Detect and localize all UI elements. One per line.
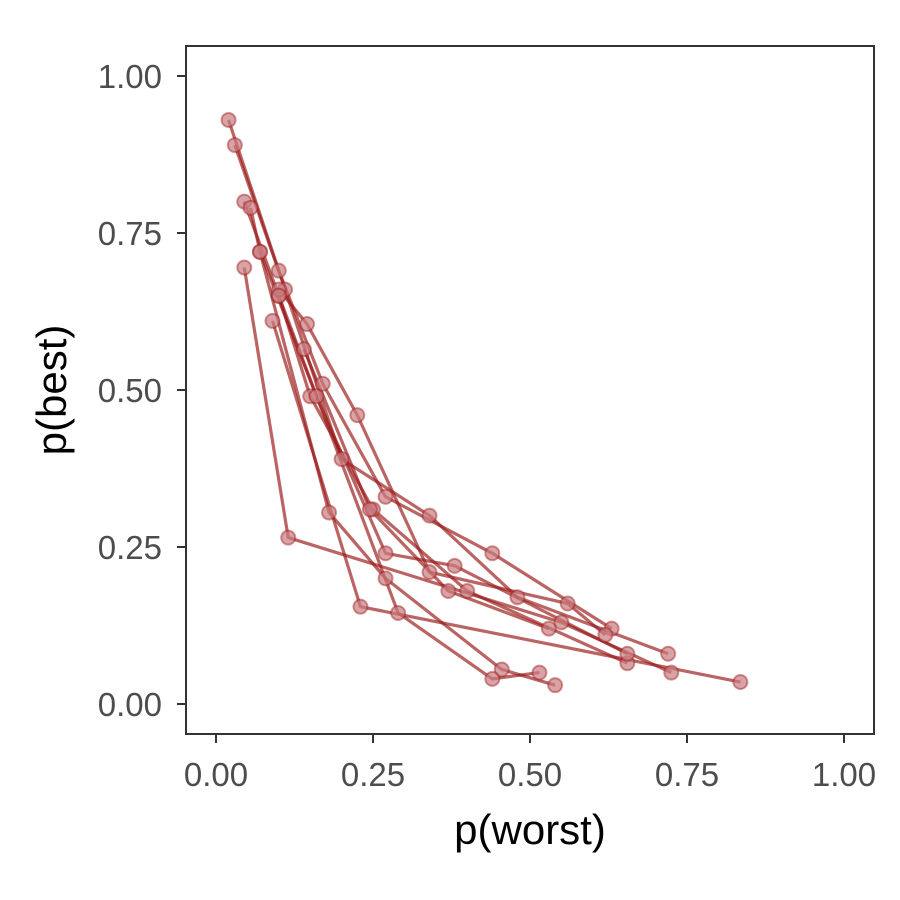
series-line-4 bbox=[248, 207, 629, 656]
data-point bbox=[226, 137, 243, 154]
data-point bbox=[559, 595, 576, 612]
data-point bbox=[220, 111, 237, 128]
data-point bbox=[531, 664, 548, 681]
data-point bbox=[732, 674, 749, 691]
data-point bbox=[377, 545, 394, 562]
x-tick-label: 1.00 bbox=[812, 756, 876, 793]
y-tick-label: 0.50 bbox=[98, 372, 162, 409]
data-point bbox=[660, 645, 677, 662]
x-axis-title: p(worst) bbox=[454, 806, 606, 853]
data-point bbox=[421, 564, 438, 581]
data-point bbox=[446, 557, 463, 574]
data-point bbox=[484, 545, 501, 562]
data-point bbox=[308, 388, 325, 405]
y-tick-label: 0.75 bbox=[98, 215, 162, 252]
data-point bbox=[270, 287, 287, 304]
data-point bbox=[619, 645, 636, 662]
y-ticks: 0.00 0.25 0.50 0.75 1.00 bbox=[98, 58, 186, 723]
data-point bbox=[663, 664, 680, 681]
data-point bbox=[459, 582, 476, 599]
data-point bbox=[553, 614, 570, 631]
series-line-8 bbox=[277, 288, 607, 637]
data-point bbox=[295, 341, 312, 358]
data-point bbox=[547, 677, 564, 694]
data-point bbox=[361, 501, 378, 518]
y-axis-title: p(best) bbox=[28, 325, 75, 456]
data-point bbox=[280, 529, 297, 546]
data-point bbox=[270, 262, 287, 279]
data-point bbox=[421, 507, 438, 524]
y-tick-label: 0.25 bbox=[98, 529, 162, 566]
data-point bbox=[242, 199, 259, 216]
x-tick-label: 0.25 bbox=[341, 756, 405, 793]
data-point bbox=[321, 504, 338, 521]
panel-background bbox=[186, 46, 874, 734]
data-point bbox=[352, 598, 369, 615]
x-tick-label: 0.00 bbox=[184, 756, 248, 793]
data-point bbox=[484, 670, 501, 687]
plot-marks bbox=[220, 111, 749, 694]
data-point bbox=[251, 243, 268, 260]
x-tick-label: 0.50 bbox=[498, 756, 562, 793]
data-point bbox=[509, 589, 526, 606]
data-point bbox=[314, 375, 331, 392]
panel-border bbox=[185, 45, 875, 735]
y-tick-label: 1.00 bbox=[98, 58, 162, 95]
data-point bbox=[440, 582, 457, 599]
data-point bbox=[540, 620, 557, 637]
series-line-5 bbox=[242, 267, 672, 675]
data-point bbox=[597, 626, 614, 643]
data-point bbox=[299, 316, 316, 333]
data-point bbox=[390, 604, 407, 621]
x-ticks: 0.00 0.25 0.50 0.75 1.00 bbox=[184, 734, 876, 793]
y-tick-label: 0.00 bbox=[98, 686, 162, 723]
x-tick-label: 0.75 bbox=[655, 756, 719, 793]
data-point bbox=[236, 259, 253, 276]
data-point bbox=[493, 661, 510, 678]
data-point bbox=[377, 488, 394, 505]
data-point bbox=[333, 451, 350, 468]
series-line-9 bbox=[302, 348, 550, 631]
data-point bbox=[377, 570, 394, 587]
data-point bbox=[349, 407, 366, 424]
data-point bbox=[264, 312, 281, 329]
